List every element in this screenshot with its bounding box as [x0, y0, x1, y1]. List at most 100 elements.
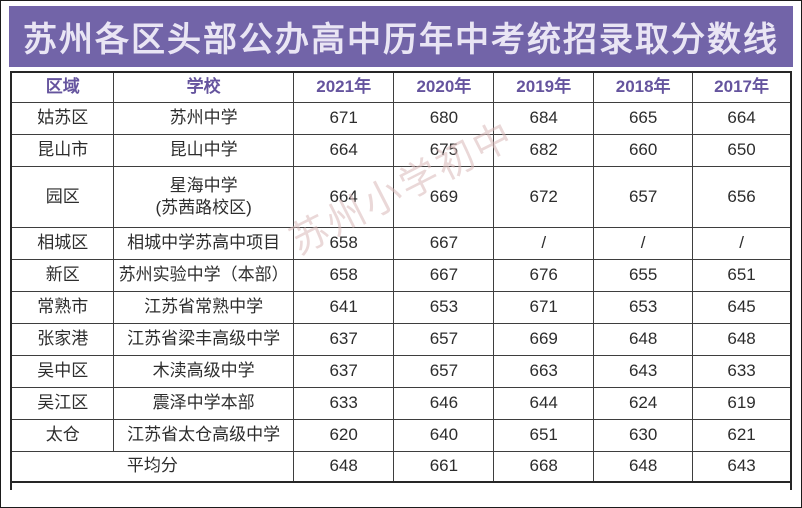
table-row: 新区 苏州实验中学（本部） 658 667 676 655 651: [10, 259, 792, 292]
score-cell: 643: [593, 355, 694, 388]
score-cell: 651: [493, 419, 595, 452]
school-cell: 木渎高级中学: [113, 355, 294, 388]
score-cell: 655: [593, 259, 694, 292]
score-cell: /: [692, 227, 792, 260]
column-header: 2019年: [493, 71, 595, 103]
table-row: 相城区 相城中学苏高中项目 658 667// /: [10, 227, 792, 260]
column-header: 2018年: [593, 71, 694, 103]
score-cell: 646: [393, 387, 495, 420]
summary-score-cell: 668: [493, 451, 595, 483]
school-cell: 昆山中学: [113, 134, 294, 167]
page-title: 苏州各区头部公办高中历年中考统招录取分数线: [23, 21, 779, 59]
score-cell: 660: [593, 134, 694, 167]
cut-off-row: [10, 483, 792, 490]
score-cell: 640: [393, 419, 495, 452]
score-cell: 657: [593, 166, 694, 228]
region-cell: 相城区: [10, 227, 115, 260]
table-row: 吴江区 震泽中学本部 633 646 644 624 619: [10, 387, 792, 420]
score-table: 区域 学校 2021年 2020年 2019年 2018年 2017年 姑苏区 苏州中学 671…: [10, 71, 792, 483]
school-cell: 江苏省梁丰高级中学: [113, 323, 294, 356]
score-cell: 658: [292, 259, 395, 292]
score-cell: 664: [692, 102, 792, 135]
score-cell: 663: [493, 355, 595, 388]
column-header: 2021年: [292, 71, 395, 103]
column-header: 2017年: [692, 71, 792, 103]
score-cell: 675: [393, 134, 495, 167]
table-row: 昆山市 昆山中学 664 675 682 660 650: [10, 134, 792, 167]
summary-score-cell: 661: [393, 451, 495, 483]
table-row: 常熟市 江苏省常熟中学 641 653 671 653 645: [10, 291, 792, 324]
summary-score-cell: 648: [292, 451, 395, 483]
table-body: 姑苏区 苏州中学 671 680 684 665 664 昆山市 昆山中学 664 675 682 66…: [10, 102, 792, 452]
summary-score-cell: 643: [692, 451, 792, 483]
score-cell: 645: [692, 291, 792, 324]
region-cell: 吴中区: [10, 355, 115, 388]
score-cell: 682: [493, 134, 595, 167]
score-cell: 665: [593, 102, 694, 135]
region-cell: 姑苏区: [10, 102, 115, 135]
score-cell: 664: [292, 134, 395, 167]
score-cell: 620: [292, 419, 395, 452]
region-cell: 新区: [10, 259, 115, 292]
score-cell: 672: [493, 166, 595, 228]
region-cell: 张家港: [10, 323, 115, 356]
score-cell: /: [493, 227, 595, 260]
score-cell: 633: [292, 387, 395, 420]
school-cell: 苏州实验中学（本部）: [113, 259, 294, 292]
title-bar: 苏州各区头部公办高中历年中考统招录取分数线: [9, 6, 793, 67]
header-row: 区域 学校 2021年 2020年 2019年 2018年 2017年: [10, 71, 792, 103]
score-cell: 650: [692, 134, 792, 167]
column-header: 2020年: [393, 71, 495, 103]
score-cell: 637: [292, 355, 395, 388]
table-row: 吴中区 木渎高级中学 637 657 663 643 633: [10, 355, 792, 388]
score-cell: 621: [692, 419, 792, 452]
score-cell: 671: [493, 291, 595, 324]
summary-row: 平均分 648 661 668 648 643: [10, 451, 792, 483]
score-cell: 653: [593, 291, 694, 324]
score-cell: /: [593, 227, 694, 260]
region-cell: 太仓: [10, 419, 115, 452]
school-cell: 相城中学苏高中项目: [113, 227, 294, 260]
score-cell: 630: [593, 419, 694, 452]
score-cell: 657: [393, 355, 495, 388]
table-row: 张家港 江苏省梁丰高级中学 637 657 669 648 648: [10, 323, 792, 356]
school-cell: 苏州中学: [113, 102, 294, 135]
score-cell: 653: [393, 291, 495, 324]
summary-score-cell: 648: [593, 451, 694, 483]
score-cell: 669: [393, 166, 495, 228]
score-cell: 671: [292, 102, 395, 135]
score-cell: 657: [393, 323, 495, 356]
score-cell: 684: [493, 102, 595, 135]
summary-label: 平均分: [10, 451, 294, 483]
region-cell: 园区: [10, 166, 115, 228]
score-cell: 648: [593, 323, 694, 356]
score-cell: 656: [692, 166, 792, 228]
table-wrap: 区域 学校 2021年 2020年 2019年 2018年 2017年 姑苏区 苏州中学 671…: [10, 71, 792, 483]
score-cell: 667: [393, 259, 495, 292]
school-cell: 星海中学 (苏茜路校区): [113, 166, 294, 228]
table-row: 太仓 江苏省太仓高级中学 620 640 651 630 621: [10, 419, 792, 452]
score-cell: 667: [393, 227, 495, 260]
score-cell: 648: [692, 323, 792, 356]
table-row: 园区 星海中学 (苏茜路校区) 664 669 672 657 656: [10, 166, 792, 228]
score-cell: 641: [292, 291, 395, 324]
column-header: 区域: [10, 71, 115, 103]
region-cell: 吴江区: [10, 387, 115, 420]
score-cell: 637: [292, 323, 395, 356]
score-cell: 644: [493, 387, 595, 420]
score-cell: 619: [692, 387, 792, 420]
score-cell: 651: [692, 259, 792, 292]
column-header: 学校: [113, 71, 294, 103]
score-cell: 676: [493, 259, 595, 292]
school-cell: 江苏省太仓高级中学: [113, 419, 294, 452]
score-cell: 658: [292, 227, 395, 260]
score-cell: 680: [393, 102, 495, 135]
score-cell: 633: [692, 355, 792, 388]
region-cell: 昆山市: [10, 134, 115, 167]
table-row: 姑苏区 苏州中学 671 680 684 665 664: [10, 102, 792, 135]
school-cell: 震泽中学本部: [113, 387, 294, 420]
region-cell: 常熟市: [10, 291, 115, 324]
score-cell: 664: [292, 166, 395, 228]
score-cell: 669: [493, 323, 595, 356]
